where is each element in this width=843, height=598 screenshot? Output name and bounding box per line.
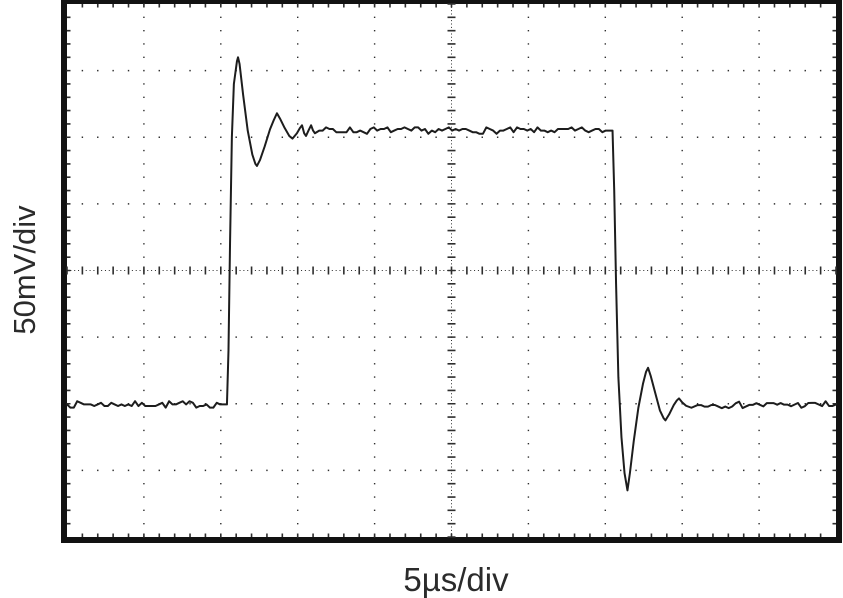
graticule-border	[61, 0, 842, 543]
x-axis-label: 5µs/div	[403, 561, 509, 598]
y-axis-label: 50mV/div	[7, 205, 42, 335]
waveform-trace	[66, 56, 837, 492]
border-ticks	[67, 4, 836, 537]
